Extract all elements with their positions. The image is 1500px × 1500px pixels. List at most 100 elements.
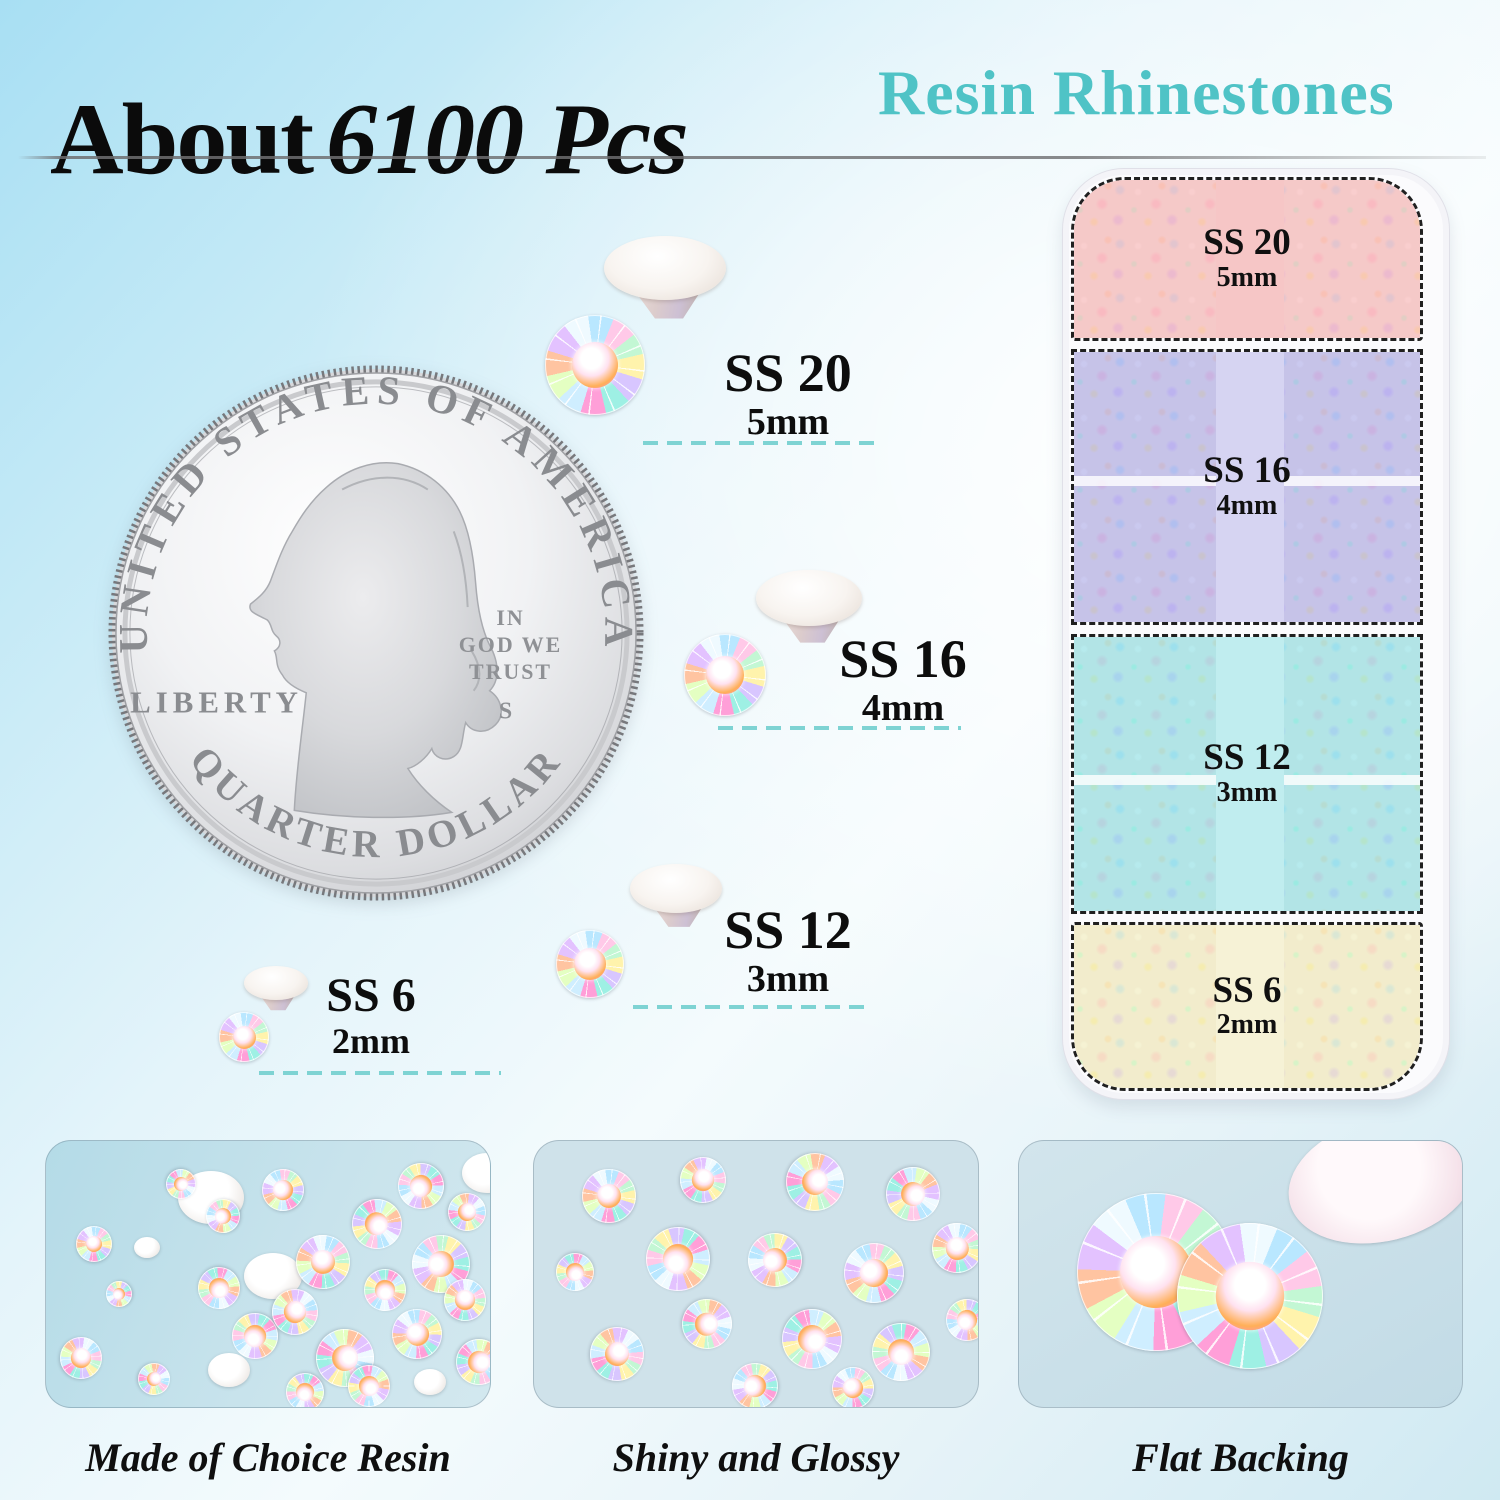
feature-photo-scattered-gems — [533, 1140, 979, 1408]
section-label-band — [1216, 180, 1284, 338]
flatback-top — [630, 864, 722, 913]
flat-back-disc — [208, 1353, 250, 1387]
box-size-mm: 3mm — [1216, 777, 1278, 809]
dashed-underline-ss6 — [259, 1071, 501, 1075]
size-callout-ss12: SS 12 3mm — [668, 900, 908, 1002]
rhinestone-gem — [195, 1264, 243, 1312]
flatback-side-icon-ss12 — [630, 864, 722, 928]
size-mm: 3mm — [746, 958, 830, 1001]
section-label-band — [1216, 637, 1284, 911]
title-count: 6100 Pcs — [326, 83, 689, 197]
size-callout-ss16: SS 16 4mm — [780, 629, 1026, 731]
rhinestone-gem — [344, 1191, 410, 1257]
rhinestone-gem — [832, 1231, 916, 1315]
rhinestone-gem — [784, 1151, 846, 1213]
box-size-name: SS 6 — [1212, 969, 1282, 1011]
rhinestone-gem — [674, 1291, 740, 1357]
flat-back-disc — [414, 1369, 446, 1395]
title-prefix: About — [50, 83, 314, 197]
size-callout-ss20: SS 20 5mm — [645, 343, 931, 445]
feature-card-resin: Made of Choice Resin — [45, 1140, 491, 1481]
rhinestone-gem-ss20 — [545, 315, 645, 415]
size-name: SS 16 — [839, 629, 967, 689]
box-section-label: SS 16 4mm — [1074, 450, 1420, 522]
box-section-ss12: SS 12 3mm — [1071, 634, 1423, 914]
flatback-top — [604, 236, 726, 300]
rhinestone-gem — [444, 1189, 490, 1235]
rhinestone-gem-ss12 — [556, 930, 624, 998]
flatback-top — [756, 570, 862, 627]
header-underline — [18, 156, 1486, 159]
feature-caption: Made of Choice Resin — [85, 1435, 451, 1480]
rhinestone-gem — [391, 1156, 451, 1216]
page-title: About 6100 Pcs — [50, 83, 689, 197]
flat-back-disc — [1275, 1141, 1462, 1263]
box-section-label: SS 12 3mm — [1074, 737, 1420, 809]
feature-caption: Flat Backing — [1132, 1435, 1349, 1480]
rhinestone-gem — [51, 1328, 111, 1388]
flatback-side-icon-ss20 — [604, 236, 726, 320]
feature-card-flatback: Flat Backing — [1018, 1140, 1463, 1481]
rhinestone-gem-ss6 — [219, 1012, 269, 1062]
box-section-ss20: SS 20 5mm — [1071, 177, 1423, 341]
flat-back-disc — [134, 1237, 160, 1258]
box-section-ss6: SS 6 2mm — [1071, 922, 1423, 1091]
coin-motto-line2: GOD WE — [459, 632, 562, 657]
rhinestone-gem — [386, 1303, 448, 1365]
rhinestone-gem — [105, 1280, 133, 1308]
size-mm: 4mm — [861, 687, 945, 730]
size-name: SS 20 — [724, 343, 852, 403]
box-section-ss16: SS 16 4mm — [1071, 349, 1423, 625]
box-size-name: SS 12 — [1203, 737, 1291, 779]
feature-card-glossy: Shiny and Glossy — [533, 1140, 979, 1481]
box-size-name: SS 16 — [1203, 450, 1291, 492]
feature-photo-flat-backing — [1018, 1140, 1463, 1408]
rhinestone-gem — [446, 1329, 490, 1395]
rhinestone-gem — [723, 1354, 787, 1407]
dashed-underline-ss20 — [643, 441, 881, 445]
section-label-band — [1216, 925, 1284, 1088]
flatback-side-icon-ss6 — [244, 966, 308, 1011]
coin-liberty-text: LIBERTY — [130, 685, 303, 720]
flatback-top — [244, 966, 308, 1001]
coin-mint-mark: S — [499, 699, 512, 725]
size-name: SS 6 — [326, 969, 416, 1022]
rhinestone-gem — [827, 1362, 879, 1407]
rhinestone-gem — [940, 1293, 978, 1347]
rhinestone-gem — [772, 1299, 852, 1379]
rhinestone-gem — [670, 1147, 736, 1213]
rhinestone-gem — [136, 1361, 172, 1397]
coin-motto-line1: IN — [496, 605, 524, 630]
storage-box: SS 20 5mm SS 16 4mm SS 12 3mm SS 6 2mm — [1062, 168, 1450, 1100]
section-label-band — [1216, 352, 1284, 622]
rhinestone-gem — [875, 1156, 951, 1232]
feature-photo-resin-pile — [45, 1140, 491, 1408]
flat-back-disc — [462, 1153, 490, 1193]
coin-motto-line3: TRUST — [469, 659, 552, 684]
box-section-label: SS 20 5mm — [1074, 222, 1420, 294]
rhinestone-gem — [357, 1262, 413, 1318]
subtitle: Resin Rhinestones — [878, 57, 1395, 128]
rhinestone-gem — [553, 1250, 597, 1294]
box-size-mm: 4mm — [1216, 490, 1278, 522]
rhinestone-gem — [580, 1317, 654, 1391]
rhinestone-gem — [254, 1161, 312, 1219]
flatback-side-icon-ss16 — [756, 570, 862, 644]
rhinestone-gem — [289, 1228, 357, 1296]
size-name: SS 12 — [724, 900, 852, 960]
rhinestone-gem — [862, 1313, 940, 1391]
rhinestone-gem — [926, 1217, 978, 1279]
dashed-underline-ss16 — [718, 726, 961, 730]
box-section-label: SS 6 2mm — [1074, 969, 1420, 1042]
rhinestone-gem — [582, 1169, 636, 1223]
box-size-name: SS 20 — [1203, 222, 1291, 264]
rhinestone-gem — [742, 1227, 808, 1293]
box-size-mm: 2mm — [1216, 1009, 1278, 1041]
feature-caption: Shiny and Glossy — [612, 1435, 900, 1480]
rhinestone-gem-ss16 — [684, 634, 766, 716]
quarter-coin: UNITED STATES OF AMERICA QUARTER DOLLAR … — [108, 365, 644, 901]
size-mm: 2mm — [332, 1020, 410, 1061]
hair-detail — [341, 476, 481, 692]
size-mm: 5mm — [746, 401, 830, 444]
